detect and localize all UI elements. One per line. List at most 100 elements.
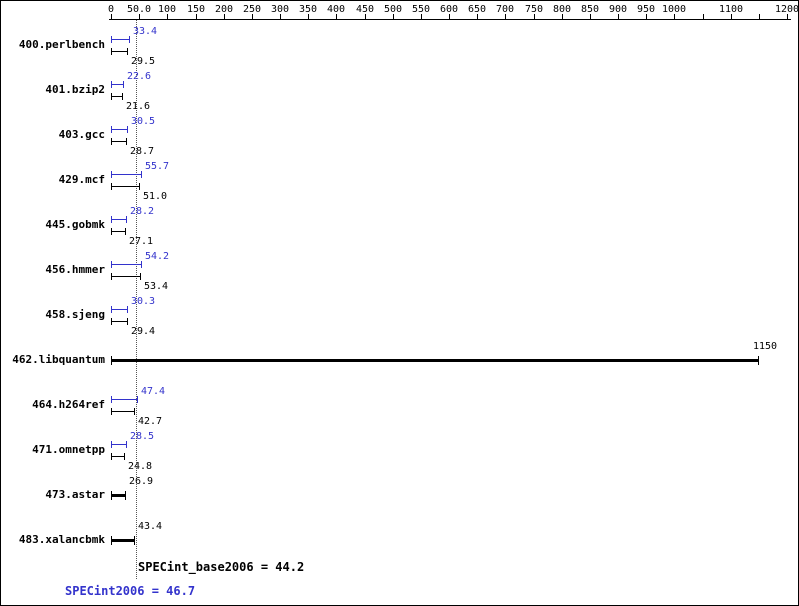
- axis-tick-label: 1000: [661, 4, 687, 15]
- bar-line: [111, 186, 140, 187]
- base-value-label: 21.6: [126, 101, 151, 112]
- axis-tick: [308, 14, 309, 19]
- peak-bar: [111, 171, 142, 178]
- axis-tick-label: 1200: [774, 4, 799, 15]
- axis-tick: [421, 14, 422, 19]
- base-value-label: 28.7: [130, 146, 155, 157]
- benchmark-label: 401.bzip2: [45, 83, 105, 96]
- axis-tick: [646, 14, 647, 19]
- bar-line: [111, 321, 128, 322]
- base-value-label: 53.4: [144, 281, 169, 292]
- peak-score-summary: SPECint2006 = 46.7: [65, 584, 196, 598]
- peak-bar: [111, 261, 142, 268]
- base-value-label: 29.4: [131, 326, 156, 337]
- axis-tick: [590, 14, 591, 19]
- base-bar: [111, 93, 123, 100]
- base-value-label: 51.0: [143, 191, 168, 202]
- axis-tick-label: 900: [608, 4, 628, 15]
- axis-line: [109, 19, 791, 20]
- axis-tick-label: 550: [411, 4, 431, 15]
- axis-tick: [731, 14, 732, 19]
- benchmark-label: 471.omnetpp: [32, 443, 105, 456]
- base-bar: [111, 536, 135, 545]
- benchmark-label: 483.xalancbmk: [18, 533, 105, 546]
- axis-tick: [534, 14, 535, 19]
- peak-bar: [111, 81, 124, 88]
- bar-line: [111, 494, 126, 497]
- axis-tick-label: 300: [270, 4, 290, 15]
- peak-bar: [111, 216, 127, 223]
- axis-tick: [449, 14, 450, 19]
- axis-tick-label: 200: [214, 4, 234, 15]
- bar-line: [111, 39, 130, 40]
- bar-line: [111, 359, 759, 362]
- axis-tick: [139, 14, 140, 19]
- base-bar: [111, 48, 128, 55]
- axis-tick: [505, 14, 506, 19]
- axis-tick: [224, 14, 225, 19]
- peak-bar: [111, 396, 138, 403]
- base-bar: [111, 138, 127, 145]
- benchmark-label: 429.mcf: [58, 173, 105, 186]
- benchmark-label: 464.h264ref: [32, 398, 105, 411]
- bar-line: [111, 264, 142, 265]
- base-bar: [111, 273, 141, 280]
- axis-tick: [167, 14, 168, 19]
- base-score-summary: SPECint_base2006 = 44.2: [138, 560, 305, 574]
- base-bar: [111, 318, 128, 325]
- bar-line: [111, 141, 127, 142]
- axis-tick-label: 600: [439, 4, 459, 15]
- axis-tick: [562, 14, 563, 19]
- base-bar: [111, 183, 140, 190]
- peak-value-label: 22.6: [127, 71, 152, 82]
- peak-value-label: 30.5: [131, 116, 156, 127]
- bar-line: [111, 539, 135, 542]
- bar-line: [111, 444, 127, 445]
- axis-tick-label: 400: [326, 4, 346, 15]
- axis-tick-label: 500: [383, 4, 403, 15]
- axis-tick-label: 950: [636, 4, 656, 15]
- axis-tick-label: 100: [157, 4, 177, 15]
- peak-bar: [111, 126, 128, 133]
- base-value-label: 42.7: [138, 416, 163, 427]
- benchmark-label: 473.astar: [45, 488, 105, 501]
- axis-tick: [703, 14, 704, 19]
- base-bar: [111, 408, 135, 415]
- axis-tick: [787, 14, 788, 19]
- bar-line: [111, 276, 141, 277]
- benchmark-label: 403.gcc: [58, 128, 105, 141]
- axis-tick-label: 350: [298, 4, 318, 15]
- base-value-label: 1150: [753, 341, 778, 352]
- bar-line: [111, 96, 123, 97]
- base-value-label: 26.9: [129, 476, 154, 487]
- axis-tick-label: 450: [355, 4, 375, 15]
- axis-tick-label: 150: [186, 4, 206, 15]
- benchmark-label: 456.hmmer: [45, 263, 105, 276]
- axis-tick: [111, 14, 112, 19]
- axis-tick-label: 250: [242, 4, 262, 15]
- axis-tick-label: 750: [524, 4, 544, 15]
- benchmark-label: 462.libquantum: [12, 353, 105, 366]
- bar-line: [111, 399, 138, 400]
- peak-value-label: 47.4: [141, 386, 166, 397]
- bar-line: [111, 174, 142, 175]
- axis-tick-label: 0: [107, 4, 115, 15]
- axis-tick: [336, 14, 337, 19]
- bar-line: [111, 219, 127, 220]
- peak-bar: [111, 306, 128, 313]
- axis-tick-label: 850: [580, 4, 600, 15]
- bar-line: [111, 129, 128, 130]
- bar-line: [111, 309, 128, 310]
- base-value-label: 24.8: [128, 461, 153, 472]
- base-bar: [111, 491, 126, 500]
- bar-line: [111, 84, 124, 85]
- peak-bar: [111, 36, 130, 43]
- axis-tick: [252, 14, 253, 19]
- axis-tick: [618, 14, 619, 19]
- axis-tick-label: 1100: [718, 4, 744, 15]
- bar-line: [111, 231, 126, 232]
- axis-tick-label: 650: [467, 4, 487, 15]
- axis-tick-label: 800: [552, 4, 572, 15]
- peak-value-label: 55.7: [145, 161, 170, 172]
